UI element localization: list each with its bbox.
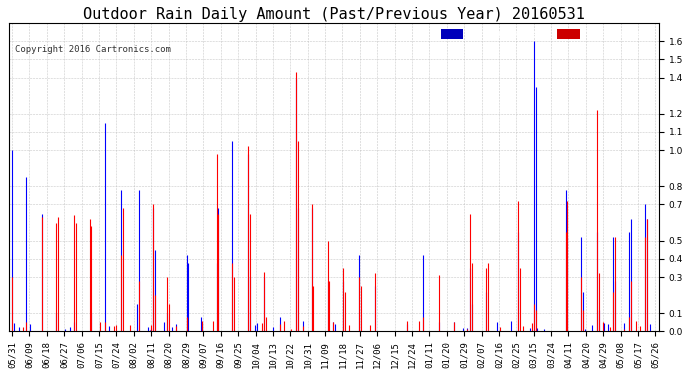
Title: Outdoor Rain Daily Amount (Past/Previous Year) 20160531: Outdoor Rain Daily Amount (Past/Previous… (83, 7, 584, 22)
Legend: Previous (Inches), Past (Inches): Previous (Inches), Past (Inches) (439, 28, 654, 41)
Text: Copyright 2016 Cartronics.com: Copyright 2016 Cartronics.com (15, 45, 171, 54)
